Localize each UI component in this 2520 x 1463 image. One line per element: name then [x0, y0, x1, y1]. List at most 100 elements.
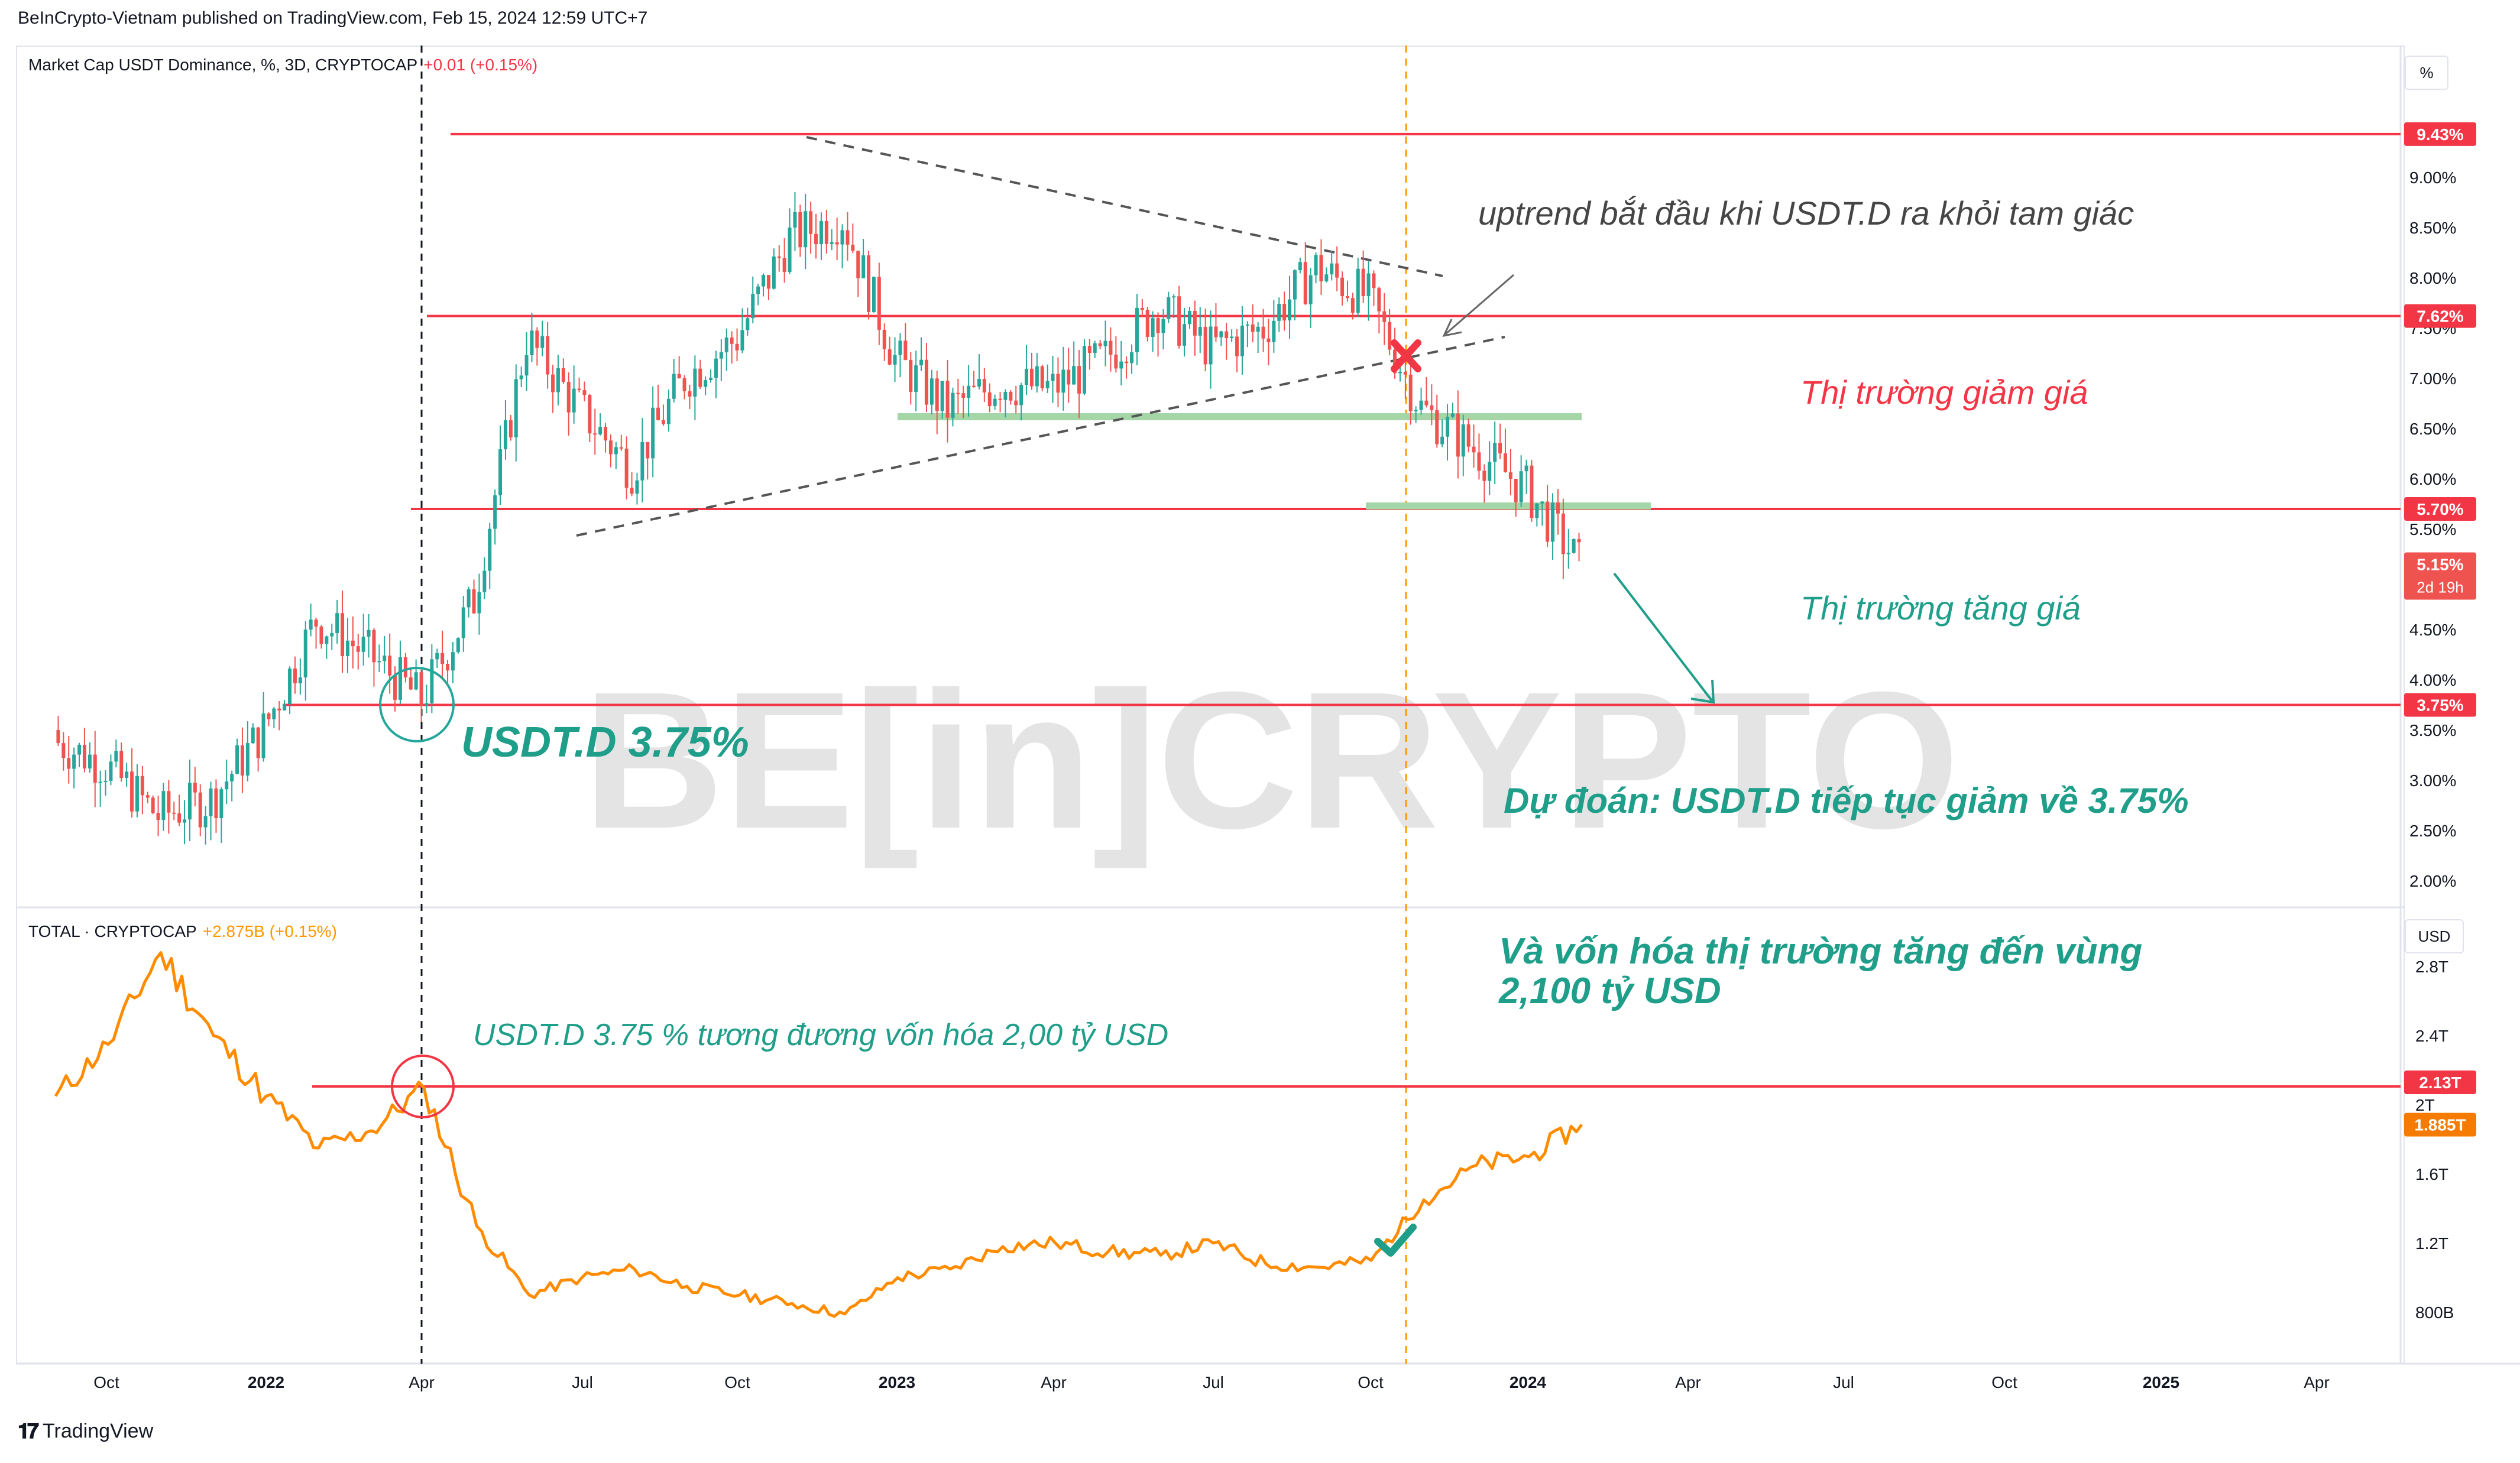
candle-body	[677, 374, 681, 378]
candle-body	[1572, 539, 1576, 553]
candle-body	[409, 677, 413, 690]
candle-body	[319, 626, 323, 644]
candle-body	[361, 637, 365, 652]
price-tick-label: 2.50%	[2409, 822, 2456, 840]
candle-body	[1177, 296, 1181, 346]
candle-body	[1235, 336, 1239, 356]
candle-body	[425, 703, 429, 706]
candle-body	[1472, 446, 1476, 453]
candle-body	[1125, 361, 1129, 364]
candle-body	[472, 589, 476, 614]
candle-body	[1035, 366, 1039, 387]
candle-body	[919, 359, 924, 366]
bottom-axis-unit-button[interactable]: USD	[2405, 919, 2464, 953]
candle-body	[709, 377, 713, 381]
candle-body	[393, 675, 397, 700]
candle-body	[640, 442, 644, 481]
target-annotation-line2: 2,100 tỷ USD	[1498, 971, 1721, 1011]
candle-body	[893, 355, 897, 365]
price-tick-label: 9.00%	[2409, 168, 2456, 187]
candle-body	[1082, 346, 1086, 394]
candle-body	[1056, 374, 1060, 393]
candle-body	[1414, 410, 1418, 411]
candle-body	[151, 797, 155, 813]
candle-body	[1519, 471, 1523, 502]
candle-body	[777, 256, 781, 258]
time-tick-label: 2023	[879, 1373, 915, 1391]
forecast-annotation: Dự đoán: USDT.D tiếp tục giảm về 3.75%	[1504, 781, 2189, 820]
top-pane-change: +0.01 (+0.15%)	[423, 56, 538, 74]
candle-body	[1335, 263, 1339, 278]
candle-body	[903, 340, 908, 360]
candle-body	[508, 420, 513, 437]
candle-body	[82, 744, 86, 769]
candle-body	[1040, 366, 1044, 388]
candle-body	[1388, 322, 1392, 350]
candle-body	[693, 368, 697, 397]
candle-body	[1203, 327, 1207, 365]
candle-body	[935, 378, 939, 411]
candle-body	[461, 607, 465, 638]
candle-body	[977, 379, 981, 387]
candle-body	[251, 727, 255, 744]
candle-body	[345, 640, 349, 657]
price-tick-label: 4.50%	[2409, 621, 2456, 639]
candle-body	[735, 343, 739, 351]
level-badge-bg	[2404, 693, 2476, 717]
candle-body	[156, 813, 160, 820]
candle-body	[145, 795, 150, 798]
candle-body	[267, 713, 271, 719]
candle-body	[1366, 273, 1371, 296]
candle-body	[1382, 311, 1387, 322]
candle-body	[740, 330, 744, 351]
candle-body	[1530, 465, 1534, 518]
candle-body	[1498, 443, 1502, 453]
candle-body	[1251, 324, 1255, 332]
candle-body	[1340, 277, 1345, 297]
candle-body	[183, 819, 187, 823]
candle-body	[261, 713, 265, 758]
candle-body	[967, 385, 971, 398]
tradingview-brand[interactable]: 𝟏𝟕 TradingView	[18, 1419, 153, 1444]
candle-body	[1508, 472, 1512, 479]
candle-body	[830, 242, 834, 244]
candle-body	[225, 781, 229, 790]
candle-body	[635, 480, 639, 494]
candle-body	[293, 668, 297, 684]
candle-body	[714, 358, 718, 378]
candle-body	[867, 255, 871, 312]
candle-body	[672, 374, 676, 399]
candle-body	[951, 392, 955, 418]
watermark-logo: BE[in]CRYPTO	[583, 651, 1959, 870]
candle-body	[1330, 263, 1334, 275]
candle-body	[519, 375, 523, 379]
peak-circle-total	[391, 1055, 455, 1118]
candle-body	[546, 336, 550, 375]
candle-body	[851, 244, 855, 251]
top-pane-title: Market Cap USDT Dominance, %, 3D, CRYPTO…	[28, 56, 537, 74]
candle-body	[440, 653, 445, 664]
candle-body	[746, 318, 750, 330]
candle-body	[1087, 346, 1091, 353]
candle-body	[1214, 326, 1218, 338]
candle-body	[341, 613, 345, 657]
candle-body	[240, 745, 244, 776]
candle-body	[56, 730, 60, 744]
candle-body	[1314, 255, 1318, 275]
candle-body	[372, 630, 376, 663]
total-tick-label: 2T	[2415, 1096, 2435, 1114]
level-badge: 9.43%	[2417, 125, 2463, 144]
candle-body	[1025, 368, 1029, 385]
candle-body	[730, 337, 734, 344]
candle-body	[446, 664, 450, 671]
candle-body	[377, 661, 381, 663]
candle-body	[1093, 343, 1097, 353]
candle-body	[1288, 299, 1292, 321]
candle-body	[193, 783, 197, 793]
candle-body	[1219, 331, 1223, 338]
candle-body	[514, 379, 518, 437]
candle-body	[493, 495, 497, 529]
candle-body	[887, 349, 892, 365]
candle-body	[109, 761, 113, 781]
top-axis-unit-button[interactable]: %	[2405, 56, 2448, 90]
